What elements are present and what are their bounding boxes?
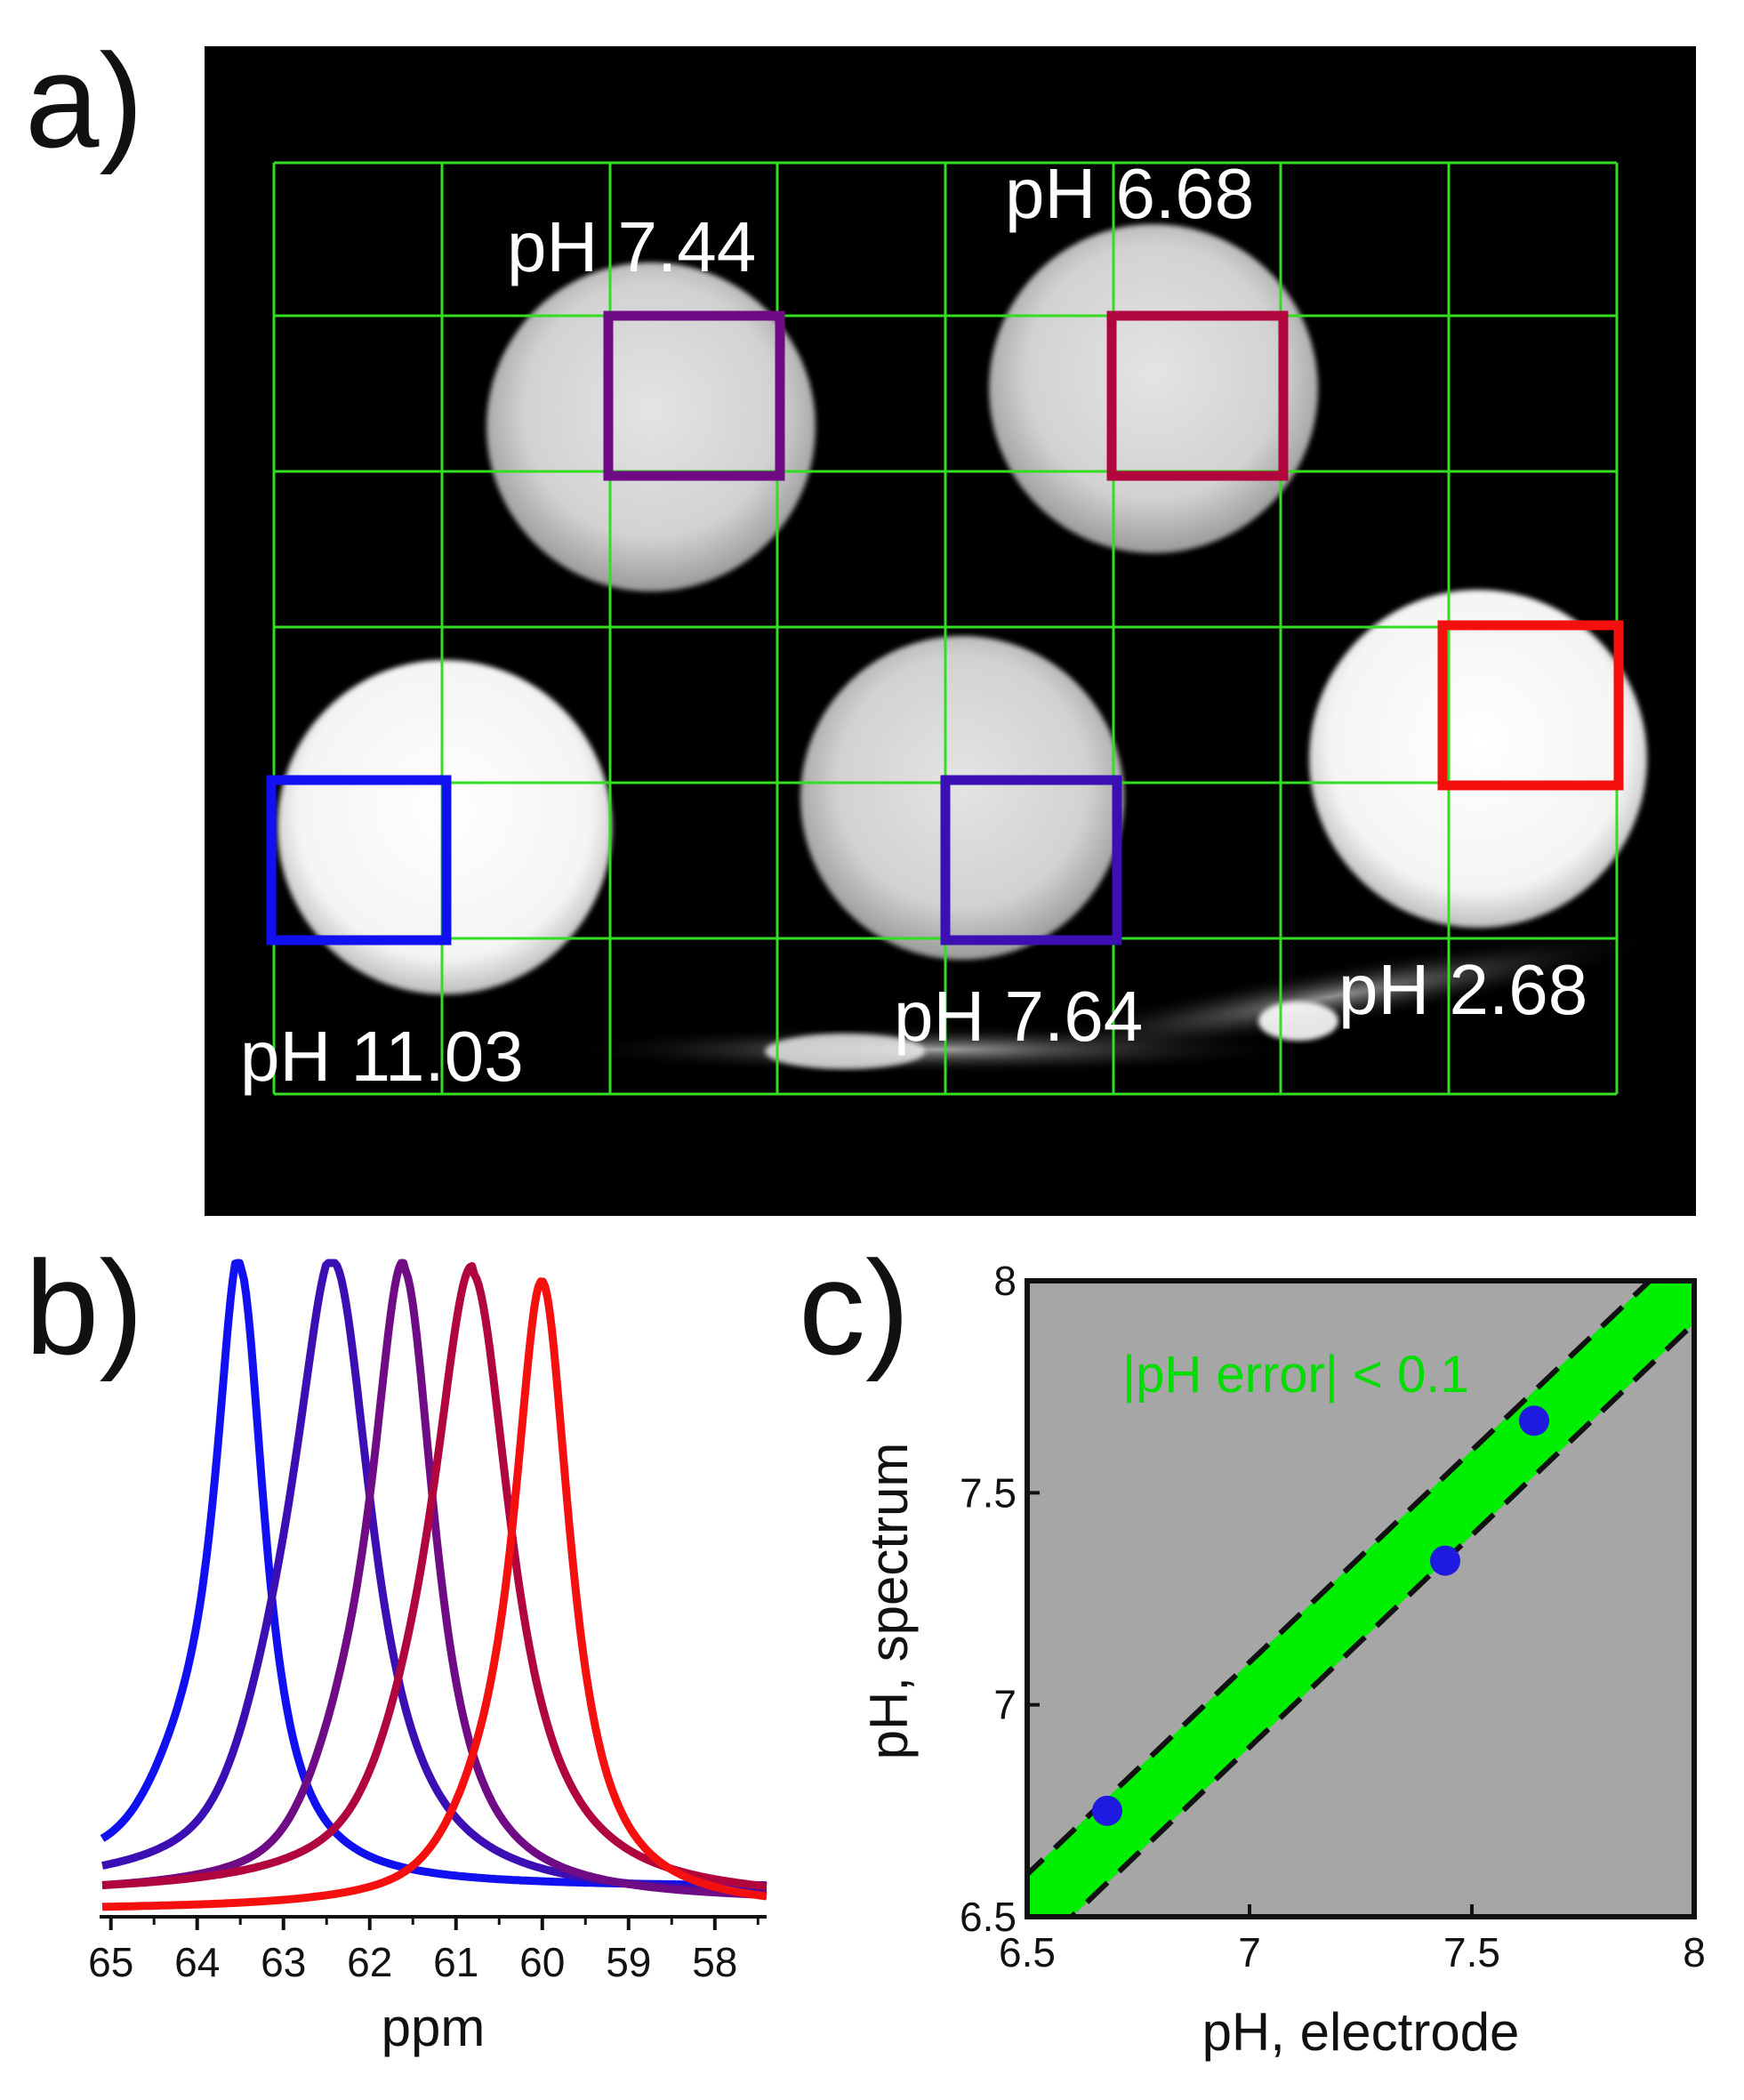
scatter-frame xyxy=(1025,1278,1697,1919)
spectra-chart: 65 64 63 62 61 60 59 58 ppm xyxy=(88,1259,768,2057)
spectrum-line-ph-7-44 xyxy=(100,1259,768,1899)
x-tick-label: 64 xyxy=(174,1939,220,1985)
panel-label-b: b) xyxy=(25,1233,144,1382)
label-ph-7-64: pH 7.64 xyxy=(894,977,1143,1056)
scatter-y-axis-label: pH, spectrum xyxy=(859,1443,919,1760)
sample-disc-ph-7-44 xyxy=(486,262,816,591)
data-point xyxy=(1430,1545,1460,1576)
data-point xyxy=(1092,1795,1122,1826)
roi-box-ph-7-64 xyxy=(940,775,1122,945)
error-band-fill xyxy=(1027,1281,1694,1917)
error-band-edge xyxy=(1067,1319,1694,1917)
spectrum-line-ph-2-68 xyxy=(100,1277,768,1911)
roi-box-ph-2-68 xyxy=(1437,620,1624,791)
roi-box-ph-11-03 xyxy=(266,775,452,945)
x-tick-label: 6.5 xyxy=(999,1929,1056,1975)
panel-label-c: c) xyxy=(799,1233,910,1382)
x-tick-label: 63 xyxy=(261,1939,306,1985)
spectra-x-axis-label: ppm xyxy=(382,1998,486,2057)
ph-labels: pH 7.44 pH 6.68 pH 11.03 pH 7.64 pH 2.68 xyxy=(240,154,1587,1096)
sample-discs xyxy=(277,224,1647,994)
panel-label-a: a) xyxy=(25,26,144,175)
x-tick-label: 65 xyxy=(88,1939,133,1985)
label-ph-6-68: pH 6.68 xyxy=(1005,154,1254,233)
x-tick-label: 60 xyxy=(519,1939,565,1985)
scatter-x-axis-label: pH, electrode xyxy=(1202,2002,1520,2062)
x-tick-label: 61 xyxy=(433,1939,478,1985)
y-tick-label: 6.5 xyxy=(960,1894,1017,1940)
error-band-label: |pH error| < 0.1 xyxy=(1122,1346,1469,1404)
label-ph-2-68: pH 2.68 xyxy=(1338,950,1587,1029)
label-ph-11-03: pH 11.03 xyxy=(240,1017,524,1096)
x-tick-label: 8 xyxy=(1683,1929,1706,1975)
spectra-lines xyxy=(100,1259,768,1911)
scatter-ticks: 6.5 7 7.5 8 6.5 7 7.5 8 xyxy=(960,1258,1706,1975)
y-tick-label: 8 xyxy=(993,1258,1017,1304)
x-tick-label: 58 xyxy=(692,1939,737,1985)
sample-disc-ph-7-64 xyxy=(800,636,1124,960)
roi-boxes xyxy=(266,310,1624,945)
error-band xyxy=(1027,1281,1694,1917)
image-artifacts xyxy=(560,929,1668,1074)
error-band-edge xyxy=(1027,1281,1654,1879)
x-tick-label: 7 xyxy=(1238,1929,1261,1975)
roi-box-ph-6-68 xyxy=(1106,310,1289,481)
mri-image-panel: pH 7.44 pH 6.68 pH 11.03 pH 7.64 pH 2.68 xyxy=(205,46,1696,1216)
x-tick-label: 7.5 xyxy=(1443,1929,1500,1975)
sample-disc-ph-2-68 xyxy=(1309,590,1647,928)
data-point xyxy=(1519,1405,1549,1436)
sample-disc-ph-6-68 xyxy=(989,224,1318,553)
scatter-points xyxy=(1092,1405,1549,1826)
roi-box-ph-7-44 xyxy=(603,310,785,481)
x-tick-label: 62 xyxy=(347,1939,392,1985)
y-tick-label: 7 xyxy=(993,1682,1017,1728)
y-tick-label: 7.5 xyxy=(960,1469,1017,1516)
spectra-x-ticks: 65 64 63 62 61 60 59 58 xyxy=(88,1917,759,1985)
scatter-chart: |pH error| < 0.1 6.5 7 7.5 8 6.5 7 7.5 8 pH, el… xyxy=(859,1258,1706,2062)
label-ph-7-44: pH 7.44 xyxy=(507,207,756,286)
x-tick-label: 59 xyxy=(606,1939,651,1985)
